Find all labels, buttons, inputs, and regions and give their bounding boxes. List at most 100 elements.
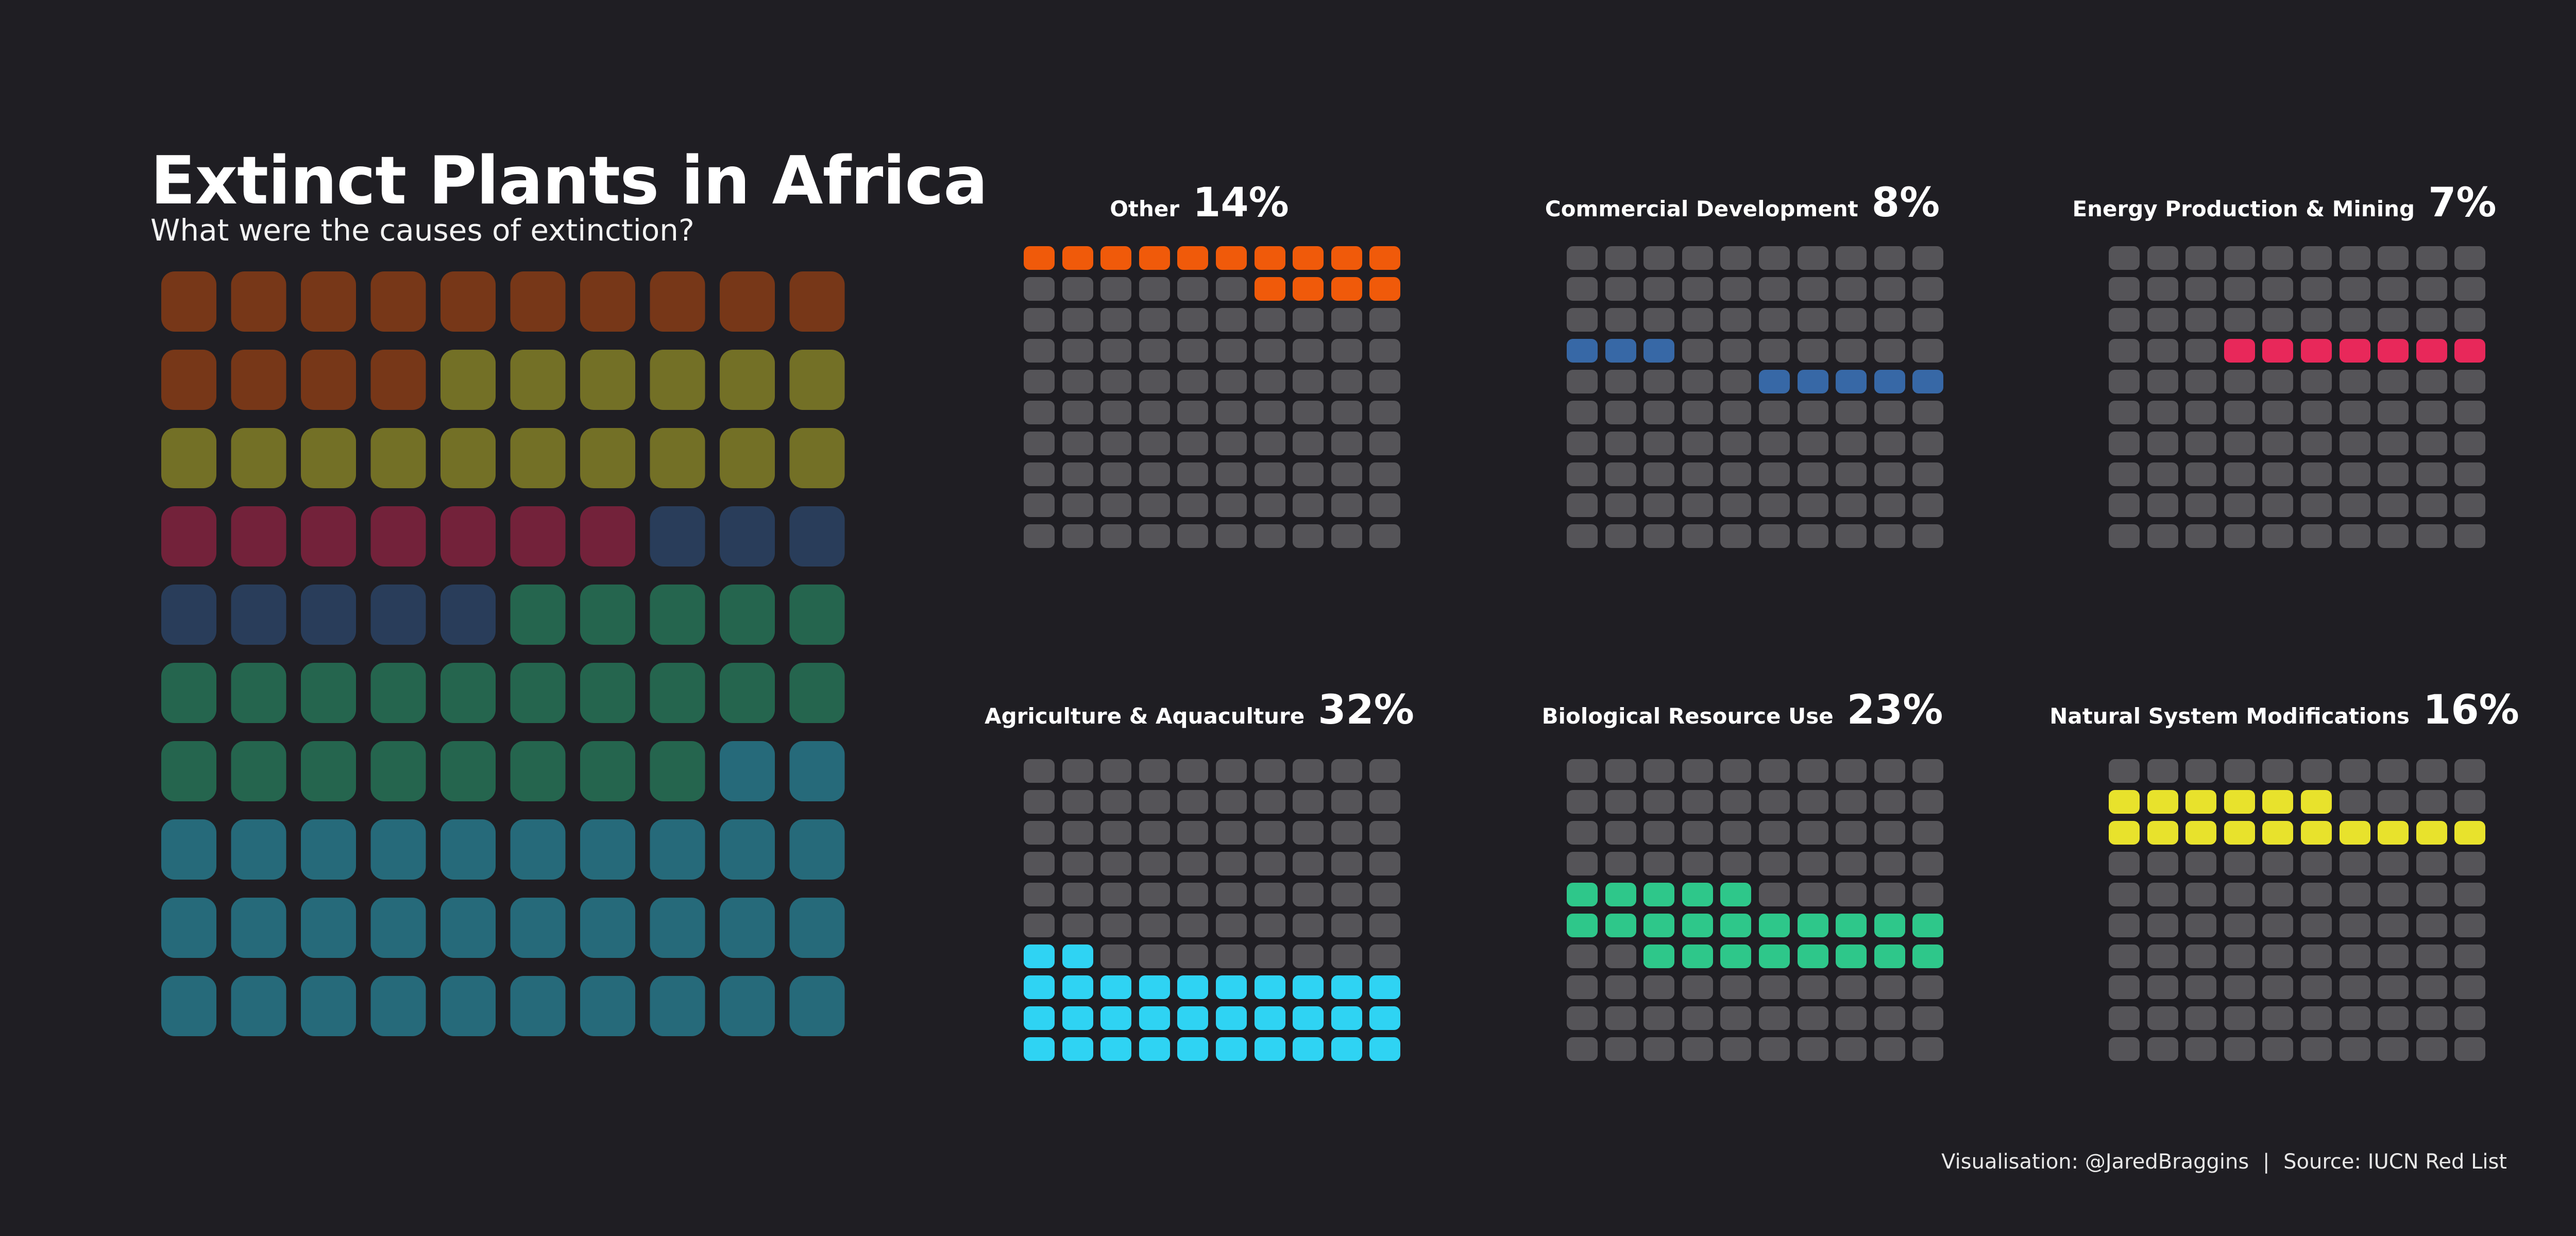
overview-cell	[580, 663, 635, 723]
empty-cell	[2339, 883, 2370, 906]
empty-cell	[2185, 759, 2217, 783]
empty-cell	[1720, 790, 1752, 814]
empty-cell	[1062, 462, 1093, 486]
empty-cell	[1720, 401, 1752, 424]
overview-cell	[161, 898, 216, 958]
overview-cell	[510, 819, 566, 880]
empty-cell	[1720, 432, 1752, 455]
overview-cell	[789, 350, 845, 410]
filled-cell	[2109, 790, 2140, 814]
overview-cell	[370, 585, 426, 645]
empty-cell	[1369, 914, 1401, 937]
overview-cell	[370, 898, 426, 958]
empty-cell	[2301, 308, 2332, 332]
empty-cell	[1567, 821, 1598, 845]
panel-label: Natural System Modifications	[2049, 703, 2410, 729]
empty-cell	[1024, 852, 1055, 876]
empty-cell	[1331, 370, 1362, 393]
empty-cell	[2454, 790, 2486, 814]
overview-cell	[301, 819, 356, 880]
empty-cell	[1293, 914, 1324, 937]
empty-cell	[1254, 339, 1285, 363]
empty-cell	[1912, 432, 1944, 455]
empty-cell	[1874, 277, 1905, 301]
filled-cell	[1139, 1006, 1170, 1030]
empty-cell	[1874, 308, 1905, 332]
empty-cell	[1177, 432, 1209, 455]
empty-cell	[1024, 524, 1055, 548]
overview-cell	[231, 350, 286, 410]
empty-cell	[1643, 277, 1675, 301]
empty-cell	[2224, 914, 2255, 937]
overview-cell	[650, 350, 705, 410]
empty-cell	[2109, 308, 2140, 332]
filled-cell	[2185, 821, 2217, 845]
empty-cell	[2339, 277, 2370, 301]
empty-cell	[2185, 883, 2217, 906]
empty-cell	[2301, 524, 2332, 548]
filled-cell	[2262, 790, 2294, 814]
empty-cell	[1100, 401, 1132, 424]
empty-cell	[1912, 1037, 1944, 1061]
empty-cell	[1643, 432, 1675, 455]
empty-cell	[1759, 401, 1790, 424]
empty-cell	[1177, 308, 1209, 332]
empty-cell	[2224, 945, 2255, 968]
empty-cell	[2185, 914, 2217, 937]
empty-cell	[1567, 308, 1598, 332]
filled-cell	[1177, 1006, 1209, 1030]
overview-cell	[161, 819, 216, 880]
empty-cell	[1759, 1006, 1790, 1030]
credit-text: Visualisation: @JaredBraggins	[1941, 1150, 2249, 1174]
empty-cell	[2378, 914, 2409, 937]
empty-cell	[1216, 493, 1247, 517]
empty-cell	[1331, 308, 1362, 332]
empty-cell	[2109, 883, 2140, 906]
empty-cell	[1797, 308, 1828, 332]
empty-cell	[1100, 370, 1132, 393]
empty-cell	[1605, 370, 1636, 393]
empty-cell	[2378, 790, 2409, 814]
overview-cell	[510, 350, 566, 410]
empty-cell	[1024, 821, 1055, 845]
empty-cell	[1062, 524, 1093, 548]
empty-cell	[1874, 975, 1905, 999]
empty-cell	[1024, 493, 1055, 517]
overview-cell	[301, 976, 356, 1036]
empty-cell	[1254, 945, 1285, 968]
empty-cell	[1759, 277, 1790, 301]
empty-cell	[2454, 975, 2486, 999]
empty-cell	[2339, 493, 2370, 517]
empty-cell	[1293, 852, 1324, 876]
empty-cell	[1836, 821, 1867, 845]
empty-cell	[2109, 493, 2140, 517]
empty-cell	[1682, 308, 1713, 332]
panel-percent: 14%	[1193, 180, 1289, 226]
overview-cell	[231, 819, 286, 880]
empty-cell	[1643, 790, 1675, 814]
empty-cell	[1293, 790, 1324, 814]
empty-cell	[2147, 524, 2178, 548]
filled-cell	[1720, 945, 1752, 968]
empty-cell	[1643, 308, 1675, 332]
overview-cell	[580, 506, 635, 566]
empty-cell	[1605, 790, 1636, 814]
empty-cell	[1643, 1006, 1675, 1030]
empty-cell	[1836, 462, 1867, 486]
empty-cell	[1062, 308, 1093, 332]
overview-cell	[370, 976, 426, 1036]
empty-cell	[1567, 401, 1598, 424]
empty-cell	[1682, 339, 1713, 363]
empty-cell	[1254, 821, 1285, 845]
empty-cell	[2416, 277, 2447, 301]
empty-cell	[1797, 462, 1828, 486]
empty-cell	[1797, 821, 1828, 845]
overview-cell	[161, 350, 216, 410]
empty-cell	[1912, 759, 1944, 783]
empty-cell	[1254, 883, 1285, 906]
empty-cell	[2109, 370, 2140, 393]
empty-cell	[2224, 883, 2255, 906]
empty-cell	[1567, 975, 1598, 999]
empty-cell	[1177, 277, 1209, 301]
empty-cell	[1682, 1006, 1713, 1030]
